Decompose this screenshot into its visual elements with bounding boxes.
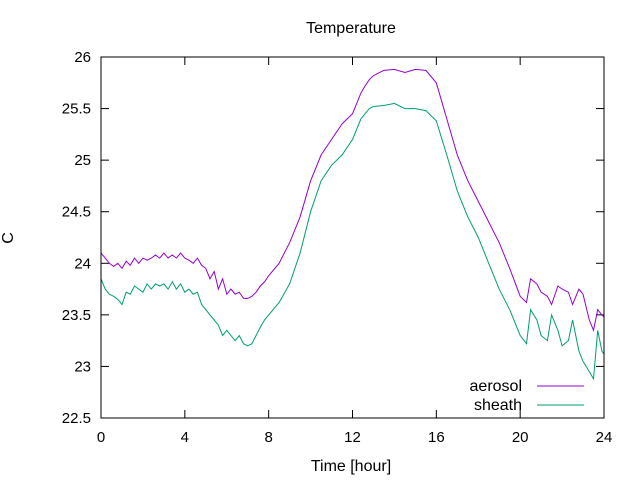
legend-label-aerosol: aerosol (470, 378, 522, 395)
plot-frame (100, 56, 605, 419)
y-tick-label: 26 (74, 49, 91, 66)
y-tick-label: 22.5 (62, 410, 91, 427)
x-tick-label: 24 (596, 429, 613, 446)
axis-ticks: 0 4 8 12 16 20 24 22.5 23 23.5 24 24.5 25 25.5 26 (62, 49, 613, 446)
y-axis-label: C (0, 232, 17, 244)
chart-title: Temperature (306, 20, 396, 37)
legend: aerosol sheath (470, 378, 584, 414)
y-tick-label: 24 (74, 255, 91, 272)
y-tick-label: 25.5 (62, 101, 91, 118)
legend-label-sheath: sheath (474, 397, 522, 414)
series-line-sheath (100, 102, 605, 381)
x-tick-label: 0 (97, 429, 105, 446)
y-tick-label: 25 (74, 152, 91, 169)
series-line-aerosol (100, 68, 605, 333)
x-tick-label: 20 (512, 429, 529, 446)
x-tick-label: 4 (181, 429, 189, 446)
x-tick-label: 16 (428, 429, 445, 446)
series-lines (100, 68, 605, 381)
y-tick-label: 23.5 (62, 307, 91, 324)
y-tick-label: 23 (74, 358, 91, 375)
y-tick-label: 24.5 (62, 204, 91, 221)
x-tick-label: 12 (344, 429, 361, 446)
x-axis-label: Time [hour] (311, 458, 391, 475)
x-tick-label: 8 (264, 429, 272, 446)
